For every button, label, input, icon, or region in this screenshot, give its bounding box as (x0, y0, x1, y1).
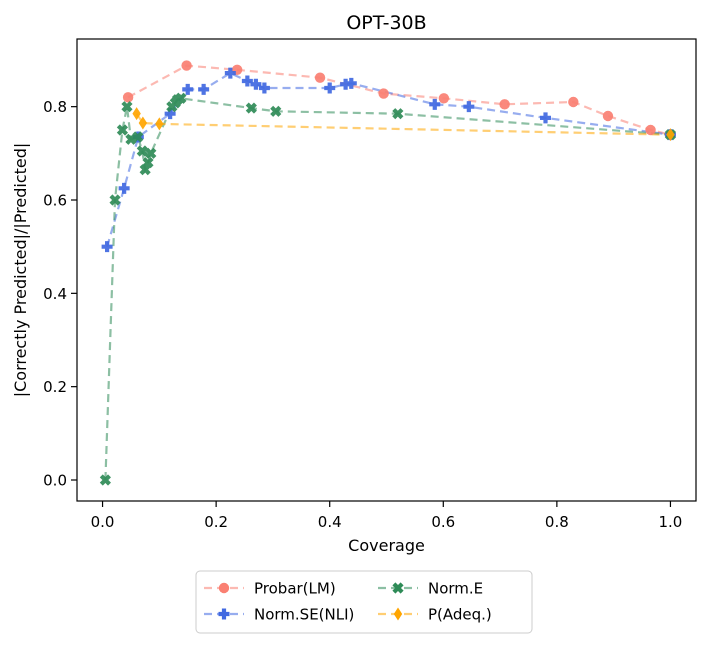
x-tick-label: 1.0 (659, 513, 683, 531)
data-point (182, 83, 194, 95)
legend-marker (218, 608, 230, 620)
data-point (132, 107, 141, 121)
data-point (125, 133, 137, 145)
y-tick-label: 0.8 (43, 98, 67, 116)
data-point (101, 241, 113, 253)
data-point (118, 182, 130, 194)
legend-marker (393, 607, 403, 621)
data-point (175, 92, 187, 104)
plot-frame (76, 38, 697, 502)
x-tick-label: 0.4 (318, 513, 342, 531)
series-points-2 (99, 92, 677, 486)
x-tick-label: 0.2 (204, 513, 228, 531)
y-tick-label: 0.4 (43, 285, 67, 303)
data-point (429, 98, 441, 110)
y-tick-label: 0.2 (43, 378, 67, 396)
data-point (540, 112, 552, 124)
data-point (314, 72, 326, 83)
y-axis: 0.0 0.2 0.4 0.6 0.8 (43, 98, 77, 490)
legend-item: Norm.E (378, 580, 483, 598)
data-point (116, 124, 129, 136)
data-point (109, 194, 121, 206)
legend-item: Probar(LM) (204, 580, 336, 598)
data-point (378, 88, 389, 99)
series-line-0 (127, 64, 671, 136)
legend-frame (195, 570, 533, 634)
series-line-3 (135, 113, 671, 136)
data-point (438, 93, 450, 104)
y-tick-label: 0.6 (43, 192, 67, 210)
data-point (345, 77, 357, 89)
legend-marker (392, 582, 404, 594)
legend-label: Norm.SE(NLI) (254, 606, 354, 624)
data-point (340, 78, 352, 90)
y-tick-label: 0.0 (43, 472, 67, 490)
data-point (155, 117, 164, 131)
data-point (164, 108, 176, 120)
data-point (602, 110, 614, 122)
legend-label: P(Adeq.) (428, 606, 492, 624)
data-point (258, 82, 270, 94)
series-points-1 (101, 67, 676, 253)
data-point (132, 131, 144, 143)
x-tick-label: 0.8 (545, 513, 569, 531)
legend-item: P(Adeq.) (378, 606, 492, 624)
legend-marker (218, 582, 230, 594)
x-axis: 0.0 0.2 0.4 0.6 0.8 1.0 (91, 501, 683, 531)
x-tick-label: 0.6 (431, 513, 455, 531)
data-point (645, 124, 656, 136)
series-line-2 (104, 97, 671, 481)
data-point (499, 99, 510, 110)
data-point (139, 164, 151, 176)
data-point (99, 474, 111, 486)
data-point (568, 96, 579, 108)
series-markers (99, 60, 677, 486)
data-point (245, 102, 257, 114)
data-point (142, 157, 154, 169)
series-points-3 (132, 107, 675, 142)
data-point (250, 78, 262, 90)
data-point (181, 60, 192, 71)
legend: Probar(LM) Norm.SE(NLI) Norm.E P(Adeq.) (195, 570, 533, 634)
x-axis-label: Coverage (348, 536, 425, 555)
data-point (392, 108, 404, 120)
plot-area (99, 60, 677, 486)
data-point (121, 101, 133, 113)
chart-title: OPT-30B (346, 12, 426, 34)
data-point (224, 67, 236, 79)
y-axis-label: |Correctly Predicted|/|Predicted| (11, 143, 30, 398)
data-point (241, 75, 253, 87)
data-point (270, 105, 282, 117)
series-lines (104, 64, 671, 481)
data-point (145, 147, 157, 159)
data-point (136, 145, 148, 157)
data-point (666, 128, 675, 142)
data-point (463, 101, 475, 113)
legend-label: Norm.E (428, 580, 483, 598)
data-point (198, 83, 210, 95)
data-point (122, 92, 134, 103)
legend-label: Probar(LM) (254, 580, 336, 598)
data-point (138, 116, 148, 130)
x-tick-label: 0.0 (91, 513, 115, 531)
data-point (324, 82, 336, 94)
legend-item: Norm.SE(NLI) (204, 606, 354, 624)
